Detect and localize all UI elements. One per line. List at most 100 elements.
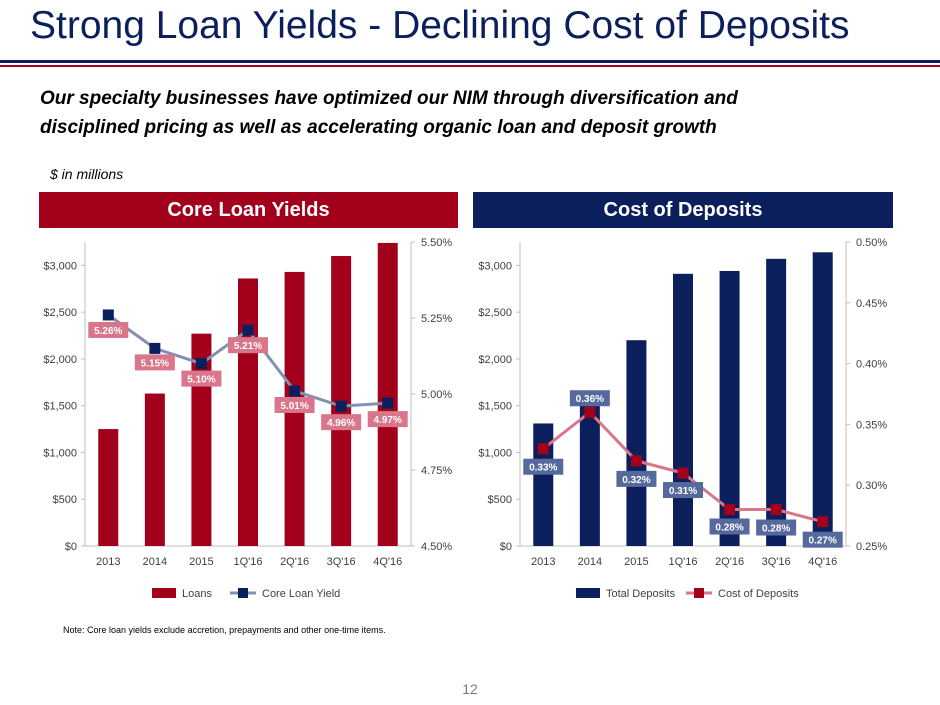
data-label-box: [134, 354, 175, 371]
bar: [377, 242, 398, 547]
data-label-box: [228, 337, 268, 354]
x-tick-label: 4Q'16: [373, 556, 402, 568]
y-tick-label: $500: [53, 494, 77, 506]
y2-tick-label: 0.50%: [856, 237, 887, 249]
data-label-box: [616, 470, 657, 487]
y-tick-label: $3,000: [478, 260, 512, 272]
data-label: 0.27%: [809, 536, 837, 547]
bar: [673, 273, 693, 546]
title-rule-red: [0, 65, 940, 67]
bar: [719, 270, 740, 546]
data-label: 0.33%: [529, 463, 557, 474]
line-marker: [102, 309, 114, 321]
line-marker: [584, 406, 596, 418]
y-tick-label: $1,500: [478, 401, 512, 413]
x-tick-label: 2Q'16: [280, 556, 309, 568]
x-tick-label: 2014: [143, 556, 167, 568]
y-tick-label: $1,500: [43, 401, 77, 413]
y2-tick-label: 5.00%: [421, 389, 452, 401]
data-label-box: [802, 531, 843, 548]
deposits-banner: Cost of Deposits: [473, 192, 893, 228]
data-label-box: [523, 458, 564, 475]
line-marker: [382, 397, 394, 409]
data-label: 0.28%: [715, 523, 743, 534]
units-note: $ in millions: [50, 166, 124, 182]
line-marker: [724, 504, 736, 516]
line-marker: [537, 443, 549, 455]
y-tick-label: $1,000: [478, 447, 512, 459]
data-label-box: [181, 370, 222, 387]
data-label-box: [274, 396, 315, 413]
legend-label: Core Loan Yield: [262, 588, 340, 600]
y-tick-label: $2,500: [478, 307, 512, 319]
legend-label: Cost of Deposits: [718, 588, 799, 600]
x-tick-label: 2015: [624, 556, 648, 568]
x-tick-label: 2013: [531, 556, 555, 568]
line-marker: [289, 385, 301, 397]
y-tick-label: $2,500: [43, 307, 77, 319]
line-marker: [149, 342, 161, 354]
y2-tick-label: 0.45%: [856, 298, 887, 310]
line-marker: [195, 358, 207, 370]
x-tick-label: 2Q'16: [715, 556, 744, 568]
data-label: 5.10%: [187, 375, 215, 386]
data-label-box: [709, 518, 750, 535]
data-label: 0.36%: [576, 394, 604, 405]
bar: [626, 340, 647, 546]
y2-tick-label: 4.50%: [421, 541, 452, 553]
data-label: 4.97%: [374, 415, 402, 426]
data-label-box: [88, 321, 129, 338]
bar: [766, 258, 787, 546]
line-marker: [677, 467, 689, 479]
line-marker: [817, 516, 829, 528]
cost-of-deposits-chart: $0 $500 $1,000 $1,500 $2,000 $2,500 $3,000 0.25…: [478, 237, 887, 600]
x-tick-label: 1Q'16: [668, 556, 697, 568]
data-label-box: [569, 390, 610, 407]
data-label-box: [663, 482, 703, 499]
data-label-box: [756, 519, 797, 536]
y-tick-label: $0: [500, 541, 512, 553]
y-tick-label: $0: [65, 541, 77, 553]
bar: [238, 278, 258, 546]
x-tick-label: 3Q'16: [327, 556, 356, 568]
line-marker: [335, 400, 347, 412]
x-tick-label: 4Q'16: [808, 556, 837, 568]
legend-label: Total Deposits: [606, 588, 676, 600]
data-label: 5.21%: [234, 341, 262, 352]
legend-label: Loans: [182, 588, 212, 600]
y-tick-label: $3,000: [43, 260, 77, 272]
page-title: Strong Loan Yields - Declining Cost of D…: [30, 4, 850, 47]
x-tick-label: 2015: [189, 556, 213, 568]
page-number: 12: [462, 681, 478, 697]
x-tick-label: 1Q'16: [233, 556, 262, 568]
footnote: Note: Core loan yields exclude accretion…: [63, 625, 386, 635]
legend-swatch-marker: [694, 588, 704, 598]
y2-tick-label: 5.50%: [421, 237, 452, 249]
bar: [191, 333, 212, 546]
bar: [98, 429, 119, 546]
data-label: 5.26%: [94, 326, 122, 337]
bar: [144, 393, 165, 546]
y-tick-label: $2,000: [478, 354, 512, 366]
y-tick-label: $1,000: [43, 447, 77, 459]
data-label: 0.31%: [669, 486, 697, 497]
data-label-box: [321, 414, 362, 431]
legend-swatch-bars: [576, 588, 600, 598]
line-marker: [770, 504, 782, 516]
data-label: 0.32%: [622, 475, 650, 486]
legend-swatch-bars: [152, 588, 176, 598]
loan-yields-banner: Core Loan Yields: [39, 192, 458, 228]
y2-tick-label: 4.75%: [421, 465, 452, 477]
subtitle: Our specialty businesses have optimized …: [40, 88, 738, 138]
bar: [579, 393, 600, 546]
y2-tick-label: 0.30%: [856, 480, 887, 492]
line-marker: [630, 455, 642, 467]
data-label: 4.96%: [327, 418, 355, 429]
x-tick-label: 2014: [578, 556, 602, 568]
y-tick-label: $500: [488, 494, 512, 506]
y2-tick-label: 5.25%: [421, 313, 452, 325]
line-marker: [242, 324, 254, 336]
y-tick-label: $2,000: [43, 354, 77, 366]
y2-tick-label: 0.25%: [856, 541, 887, 553]
data-label-box: [367, 411, 408, 428]
